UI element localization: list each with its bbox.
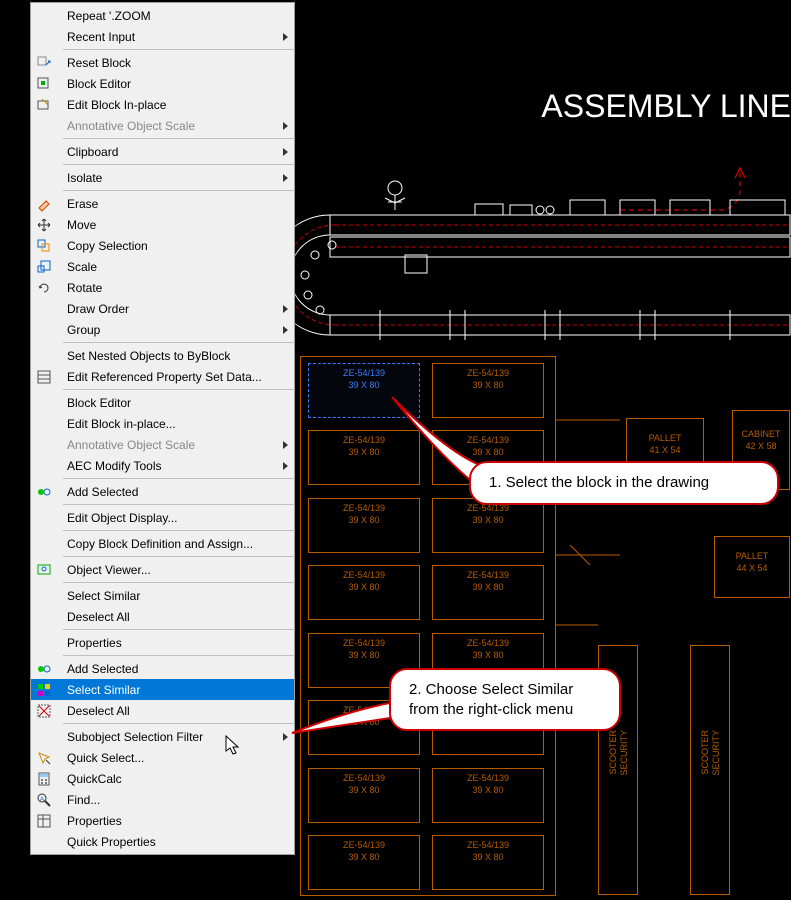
menu-recent[interactable]: Recent Input: [31, 26, 294, 47]
menu-draw-order[interactable]: Draw Order: [31, 298, 294, 319]
menu-deselect-all-2[interactable]: Deselect All: [31, 700, 294, 721]
callout-2-text-b: from the right-click menu: [409, 701, 573, 718]
submenu-arrow-icon: [283, 148, 288, 156]
add-selected-icon: [35, 483, 53, 501]
menu-annotative-scale: Annotative Object Scale: [31, 115, 294, 136]
menu-separator: [63, 389, 294, 390]
menu-edit-block-inplace-2[interactable]: Edit Block in-place...: [31, 413, 294, 434]
callout-1: 1. Select the block in the drawing: [469, 461, 779, 505]
menu-clipboard[interactable]: Clipboard: [31, 141, 294, 162]
menu-find[interactable]: AFind...: [31, 789, 294, 810]
menu-properties-2[interactable]: Properties: [31, 810, 294, 831]
menu-edit-block-inplace[interactable]: Edit Block In-place: [31, 94, 294, 115]
menu-deselect-all[interactable]: Deselect All: [31, 606, 294, 627]
rotate-icon: [35, 279, 53, 297]
submenu-arrow-icon: [283, 174, 288, 182]
menu-separator: [63, 138, 294, 139]
quickcalc-icon: [35, 770, 53, 788]
menu-separator: [63, 530, 294, 531]
menu-select-similar[interactable]: Select Similar: [31, 585, 294, 606]
pallet-block[interactable]: PALLET 44 X 54: [714, 536, 790, 598]
menu-copy-selection[interactable]: Copy Selection: [31, 235, 294, 256]
properties-icon: [35, 812, 53, 830]
menu-separator: [63, 655, 294, 656]
submenu-arrow-icon: [283, 305, 288, 313]
callout-2: 2. Choose Select Similar from the right-…: [389, 668, 621, 731]
submenu-arrow-icon: [283, 122, 288, 130]
submenu-arrow-icon: [283, 462, 288, 470]
menu-quickcalc[interactable]: QuickCalc: [31, 768, 294, 789]
menu-scale[interactable]: Scale: [31, 256, 294, 277]
svg-text:A: A: [40, 797, 44, 803]
menu-separator: [63, 723, 294, 724]
menu-separator: [63, 504, 294, 505]
menu-separator: [63, 190, 294, 191]
menu-subobj-filter[interactable]: Subobject Selection Filter: [31, 726, 294, 747]
copy-icon: [35, 237, 53, 255]
menu-object-viewer[interactable]: Object Viewer...: [31, 559, 294, 580]
menu-copy-block-def[interactable]: Copy Block Definition and Assign...: [31, 533, 294, 554]
menu-quick-properties[interactable]: Quick Properties: [31, 831, 294, 852]
scooter-label: SCOOTERSECURITY: [608, 730, 630, 776]
menu-add-selected[interactable]: Add Selected: [31, 481, 294, 502]
menu-move[interactable]: Move: [31, 214, 294, 235]
menu-rotate[interactable]: Rotate: [31, 277, 294, 298]
scale-icon: [35, 258, 53, 276]
quick-select-icon: [35, 749, 53, 767]
menu-properties[interactable]: Properties: [31, 632, 294, 653]
menu-block-editor-2[interactable]: Block Editor: [31, 392, 294, 413]
block-editor-icon: [35, 75, 53, 93]
submenu-arrow-icon: [283, 33, 288, 41]
menu-add-selected-2[interactable]: Add Selected: [31, 658, 294, 679]
menu-edit-ref-prop[interactable]: Edit Referenced Property Set Data...: [31, 366, 294, 387]
menu-select-similar-highlighted[interactable]: Select Similar: [31, 679, 294, 700]
reset-block-icon: [35, 54, 53, 72]
menu-erase[interactable]: Erase: [31, 193, 294, 214]
menu-separator: [63, 582, 294, 583]
submenu-arrow-icon: [283, 326, 288, 334]
menu-separator: [63, 629, 294, 630]
menu-annotative-scale-2: Annotative Object Scale: [31, 434, 294, 455]
menu-separator: [63, 556, 294, 557]
menu-separator: [63, 164, 294, 165]
menu-repeat[interactable]: Repeat '.ZOOM: [31, 5, 294, 26]
deselect-all-icon: [35, 702, 53, 720]
callout-1-text: 1. Select the block in the drawing: [489, 474, 709, 491]
menu-separator: [63, 342, 294, 343]
submenu-arrow-icon: [283, 441, 288, 449]
menu-block-editor[interactable]: Block Editor: [31, 73, 294, 94]
menu-reset-block[interactable]: Reset Block: [31, 52, 294, 73]
menu-quick-select[interactable]: Quick Select...: [31, 747, 294, 768]
add-selected-icon: [35, 660, 53, 678]
menu-separator: [63, 49, 294, 50]
menu-set-nested[interactable]: Set Nested Objects to ByBlock: [31, 345, 294, 366]
select-similar-icon: [35, 681, 53, 699]
find-icon: A: [35, 791, 53, 809]
menu-group[interactable]: Group: [31, 319, 294, 340]
callout-2-text-a: 2. Choose Select Similar: [409, 681, 573, 698]
context-menu: Repeat '.ZOOM Recent Input Reset Block B…: [30, 2, 295, 855]
cursor-icon: [225, 735, 243, 757]
move-icon: [35, 216, 53, 234]
menu-isolate[interactable]: Isolate: [31, 167, 294, 188]
scooter-label: SCOOTERSECURITY: [700, 730, 722, 776]
menu-separator: [63, 478, 294, 479]
submenu-arrow-icon: [283, 733, 288, 741]
erase-icon: [35, 195, 53, 213]
edit-block-inplace-icon: [35, 96, 53, 114]
menu-aec-modify[interactable]: AEC Modify Tools: [31, 455, 294, 476]
menu-edit-obj-display[interactable]: Edit Object Display...: [31, 507, 294, 528]
object-viewer-icon: [35, 561, 53, 579]
property-set-icon: [35, 368, 53, 386]
